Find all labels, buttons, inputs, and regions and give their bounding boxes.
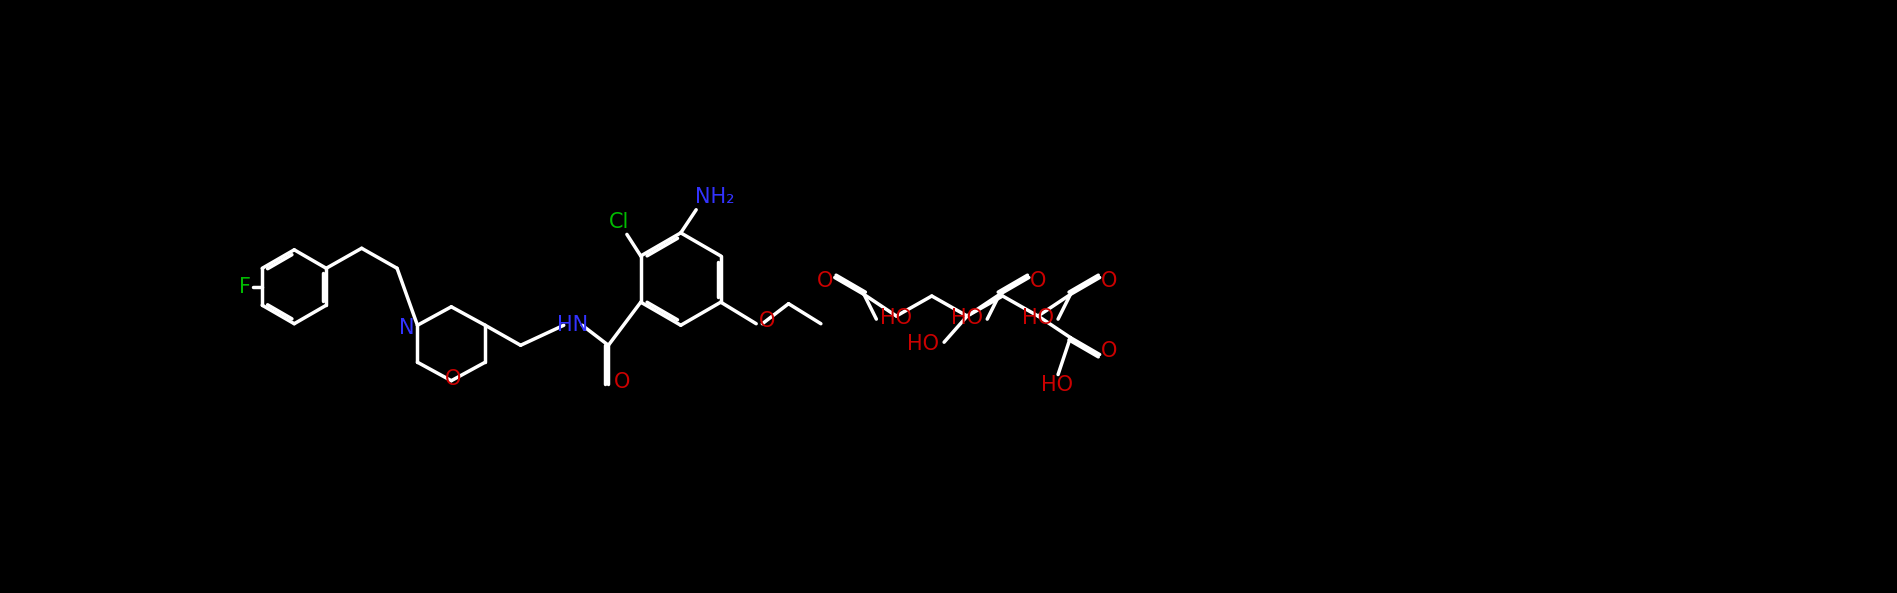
Text: HN: HN	[558, 315, 588, 335]
Text: O: O	[1030, 270, 1047, 291]
Text: HO: HO	[907, 334, 939, 354]
Text: O: O	[1100, 270, 1117, 291]
Text: O: O	[444, 369, 461, 389]
Text: HO: HO	[1041, 375, 1072, 396]
Text: F: F	[239, 277, 250, 296]
Text: NH₂: NH₂	[694, 187, 734, 208]
Text: Cl: Cl	[609, 212, 630, 232]
Text: HO: HO	[950, 308, 983, 327]
Text: HO: HO	[1022, 308, 1055, 327]
Text: HO: HO	[880, 308, 912, 327]
Text: O: O	[615, 372, 630, 392]
Text: O: O	[818, 270, 833, 291]
Text: O: O	[759, 311, 776, 331]
Text: O: O	[1100, 342, 1117, 362]
Text: N: N	[398, 318, 414, 339]
